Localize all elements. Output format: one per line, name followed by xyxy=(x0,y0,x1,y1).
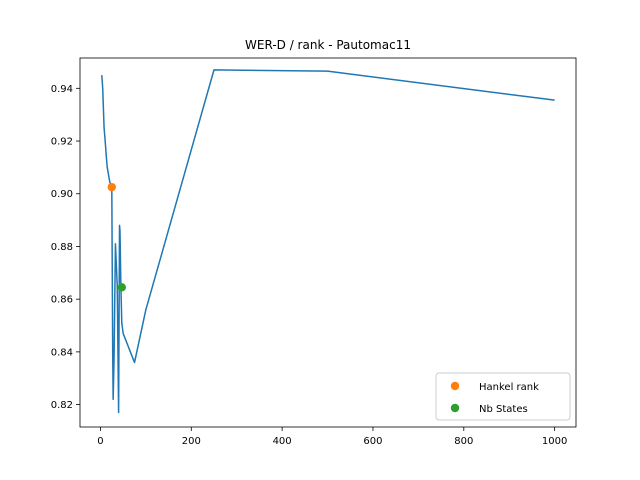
y-tick-label: 0.92 xyxy=(51,137,73,148)
marker-point-2 xyxy=(117,283,126,292)
legend-box xyxy=(435,372,571,421)
x-tick-label: 1000 xyxy=(542,436,567,447)
y-tick-label: 0.90 xyxy=(51,189,73,200)
legend: Hankel rank Nb States xyxy=(435,372,571,421)
x-tick-label: 0 xyxy=(97,436,103,447)
y-tick-label: 0.84 xyxy=(51,347,73,358)
y-tick-label: 0.94 xyxy=(51,84,73,95)
y-tick-label: 0.88 xyxy=(51,242,73,253)
y-tick-label: 0.82 xyxy=(51,400,73,411)
series-line-0 xyxy=(101,69,555,414)
axes: 0 200 400 600 800 1000 0.82 0.84 0.86 0.88 0.90 0.9… xyxy=(51,57,577,447)
x-tick-label: 600 xyxy=(363,436,382,447)
legend-marker-1 xyxy=(450,381,460,391)
y-tick-label: 0.86 xyxy=(51,295,73,306)
plot-area xyxy=(101,69,555,414)
x-tick-label: 400 xyxy=(273,436,292,447)
chart-title: WER-D / rank - Pautomac11 xyxy=(245,38,411,52)
legend-label-2: Nb States xyxy=(479,404,528,415)
axes-frame xyxy=(79,57,577,428)
legend-label-1: Hankel rank xyxy=(479,382,539,393)
marker-point-1 xyxy=(107,182,116,192)
x-tick-label: 800 xyxy=(454,436,473,447)
x-tick-label: 200 xyxy=(182,436,201,447)
legend-marker-2 xyxy=(450,403,460,413)
